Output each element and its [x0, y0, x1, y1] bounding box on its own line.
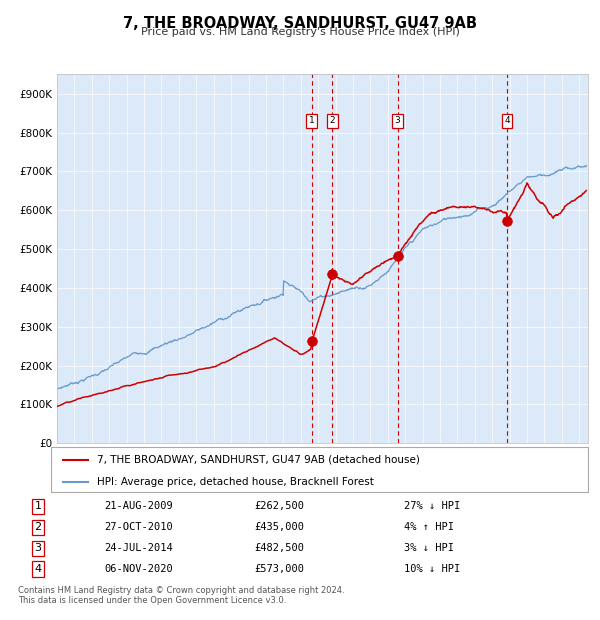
- Text: 4: 4: [34, 564, 41, 574]
- Text: 3% ↓ HPI: 3% ↓ HPI: [404, 543, 454, 553]
- Text: 3: 3: [395, 117, 400, 125]
- Text: £482,500: £482,500: [254, 543, 304, 553]
- Text: 24-JUL-2014: 24-JUL-2014: [104, 543, 173, 553]
- Text: Price paid vs. HM Land Registry's House Price Index (HPI): Price paid vs. HM Land Registry's House …: [140, 27, 460, 37]
- Text: 7, THE BROADWAY, SANDHURST, GU47 9AB (detached house): 7, THE BROADWAY, SANDHURST, GU47 9AB (de…: [97, 454, 419, 464]
- Text: 2: 2: [34, 523, 41, 533]
- Text: 4% ↑ HPI: 4% ↑ HPI: [404, 523, 454, 533]
- Text: 27-OCT-2010: 27-OCT-2010: [104, 523, 173, 533]
- Text: 10% ↓ HPI: 10% ↓ HPI: [404, 564, 460, 574]
- Text: 3: 3: [34, 543, 41, 553]
- Text: 21-AUG-2009: 21-AUG-2009: [104, 502, 173, 512]
- Text: £435,000: £435,000: [254, 523, 304, 533]
- Text: 4: 4: [504, 117, 510, 125]
- Text: £573,000: £573,000: [254, 564, 304, 574]
- Text: HPI: Average price, detached house, Bracknell Forest: HPI: Average price, detached house, Brac…: [97, 477, 374, 487]
- Text: 06-NOV-2020: 06-NOV-2020: [104, 564, 173, 574]
- FancyBboxPatch shape: [51, 447, 588, 492]
- Text: This data is licensed under the Open Government Licence v3.0.: This data is licensed under the Open Gov…: [18, 596, 286, 606]
- Text: 1: 1: [34, 502, 41, 512]
- Text: 27% ↓ HPI: 27% ↓ HPI: [404, 502, 460, 512]
- Text: £262,500: £262,500: [254, 502, 304, 512]
- Text: 1: 1: [309, 117, 315, 125]
- Text: 7, THE BROADWAY, SANDHURST, GU47 9AB: 7, THE BROADWAY, SANDHURST, GU47 9AB: [123, 16, 477, 30]
- Text: 2: 2: [329, 117, 335, 125]
- Text: Contains HM Land Registry data © Crown copyright and database right 2024.: Contains HM Land Registry data © Crown c…: [18, 586, 344, 595]
